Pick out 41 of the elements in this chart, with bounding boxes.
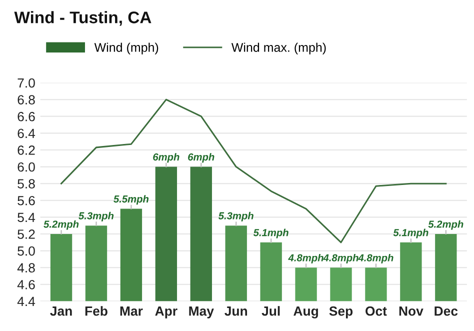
data-label: 4.8mph bbox=[288, 254, 324, 264]
x-tick-label: Mar bbox=[120, 306, 143, 316]
y-tick-label: 6.6 bbox=[18, 112, 35, 122]
x-tick-label: Dec bbox=[434, 306, 458, 316]
data-label: 5.1mph bbox=[393, 228, 428, 238]
y-tick-label: 6.8 bbox=[18, 95, 35, 104]
y-tick-label: 5.4 bbox=[18, 212, 36, 222]
y-tick-label: 5.2 bbox=[18, 230, 35, 239]
data-label: 6mph bbox=[153, 153, 180, 163]
y-tick-label: 6.2 bbox=[18, 146, 35, 155]
data-label: 5.5mph bbox=[114, 195, 149, 205]
data-label: 5.3mph bbox=[218, 212, 254, 222]
y-tick-label: 7.0 bbox=[18, 78, 35, 88]
x-tick-label: May bbox=[189, 306, 214, 318]
data-label: 5.2mph bbox=[44, 220, 79, 230]
data-label: 5.3mph bbox=[78, 212, 114, 222]
data-label: 6mph bbox=[188, 153, 214, 163]
x-tick-label: Oct bbox=[366, 306, 387, 316]
data-label: 5.2mph bbox=[428, 220, 464, 230]
y-tick-label: 5.8 bbox=[18, 179, 35, 188]
y-tick-label: 6.4 bbox=[18, 128, 36, 138]
y-tick-label: 5.6 bbox=[18, 196, 35, 206]
x-tick-label: Nov bbox=[399, 306, 424, 316]
data-label: 4.8mph bbox=[358, 254, 394, 264]
chart-title: Wind - Tustin, CA bbox=[14, 11, 152, 26]
y-tick-label: 4.8 bbox=[17, 263, 35, 273]
data-label: 5.1mph bbox=[253, 228, 288, 238]
legend-label: Wind (mph) bbox=[94, 42, 158, 54]
x-tick-label: Jan bbox=[50, 306, 72, 316]
legend-label: Wind max. (mph) bbox=[231, 42, 326, 54]
x-tick-label: Aug bbox=[294, 306, 318, 318]
x-tick-label: Jun bbox=[224, 306, 248, 316]
y-tick-label: 4.4 bbox=[17, 296, 36, 306]
x-tick-label: Apr bbox=[155, 306, 178, 318]
y-tick-label: 6.0 bbox=[18, 162, 35, 172]
y-tick-label: 5.0 bbox=[18, 246, 35, 256]
x-tick-label: Feb bbox=[85, 306, 108, 316]
data-label: 4.8mph bbox=[323, 254, 358, 264]
y-tick-label: 4.6 bbox=[17, 280, 35, 290]
x-tick-label: Jul bbox=[262, 306, 280, 316]
x-tick-label: Sep bbox=[329, 306, 353, 318]
